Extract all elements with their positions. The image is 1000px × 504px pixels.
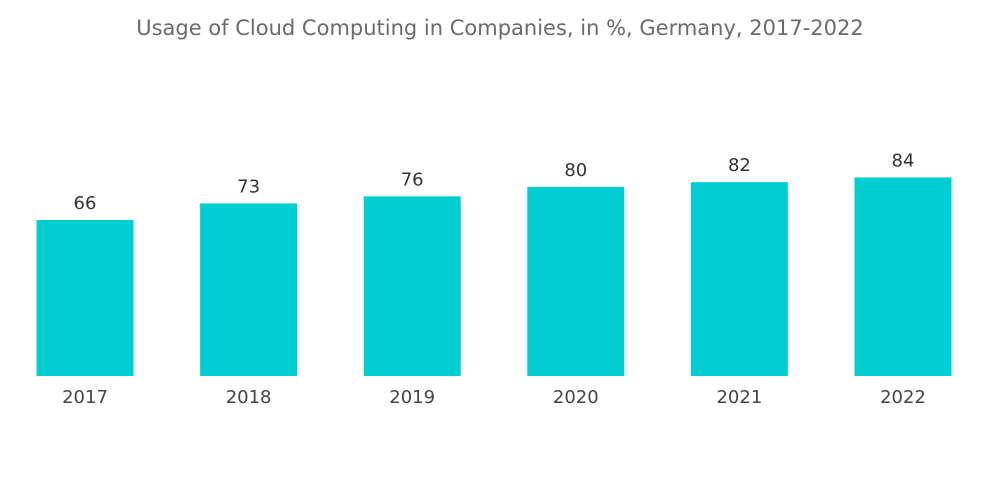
x-tick-label: 2020 [553, 387, 599, 408]
data-label-2017: 66 [74, 193, 97, 214]
data-label-2022: 84 [892, 150, 915, 171]
bar-2019 [363, 196, 461, 376]
bar-2017 [36, 220, 134, 376]
data-label-2019: 76 [401, 169, 424, 190]
bar-2020 [527, 186, 625, 376]
bar-2018 [200, 203, 298, 376]
x-tick-label: 2017 [62, 387, 108, 408]
x-tick-label: 2021 [716, 387, 762, 408]
bar-2022 [854, 177, 952, 376]
bar-2021 [690, 182, 788, 376]
x-tick-label: 2018 [226, 387, 272, 408]
data-label-2020: 80 [564, 160, 587, 181]
chart-title: Usage of Cloud Computing in Companies, i… [136, 16, 864, 40]
x-tick-label: 2019 [389, 387, 435, 408]
data-label-2018: 73 [237, 176, 260, 197]
x-tick-label: 2022 [880, 387, 926, 408]
data-label-2021: 82 [728, 155, 751, 176]
